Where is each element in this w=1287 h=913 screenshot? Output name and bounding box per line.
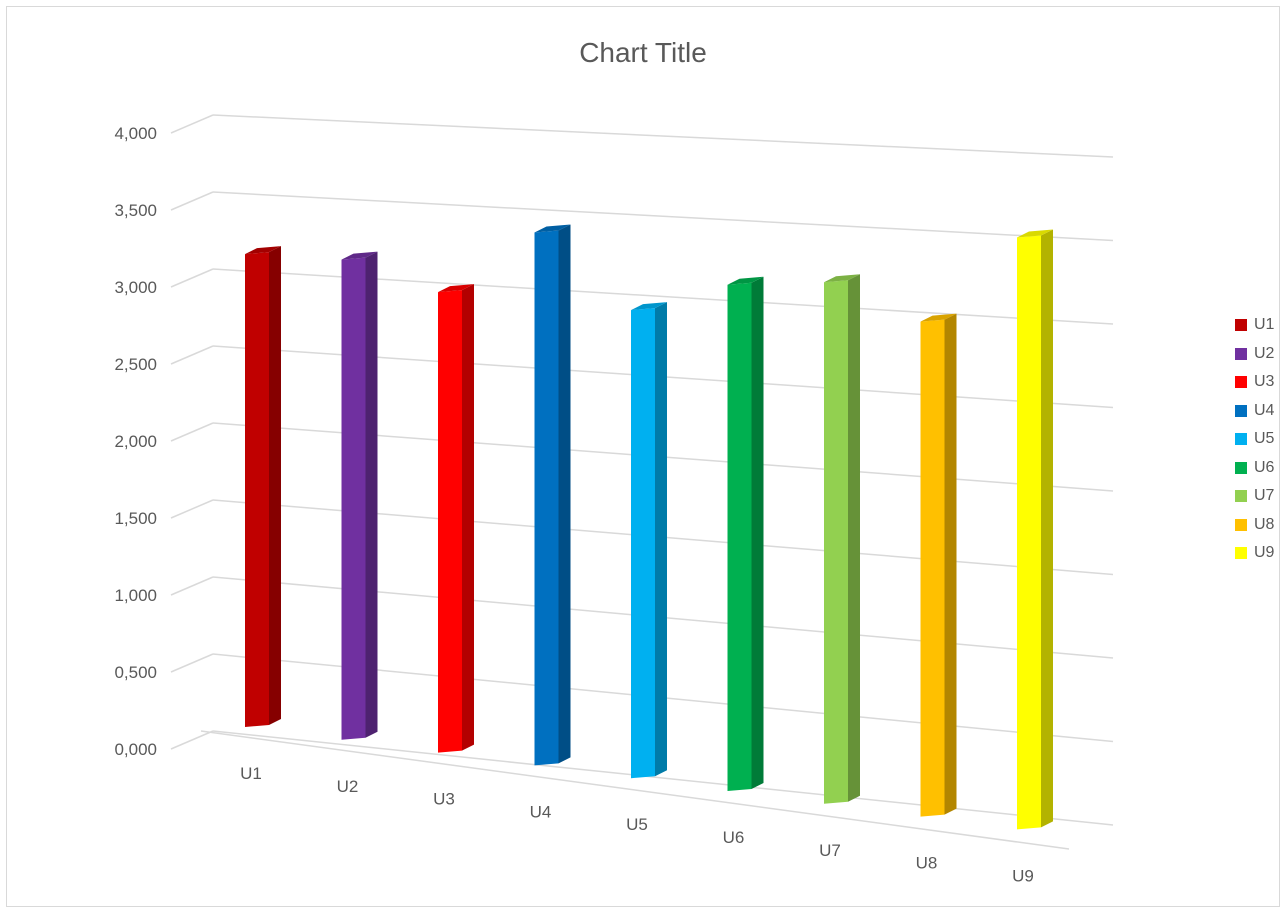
legend-label: U9 — [1254, 544, 1275, 562]
y-tick-label: 4,000 — [114, 124, 157, 143]
bar-top — [245, 246, 281, 255]
gridline-side — [170, 114, 214, 134]
legend-label: U7 — [1254, 487, 1275, 505]
legend-swatch — [1235, 461, 1247, 474]
bar — [631, 302, 667, 779]
bar-top — [534, 224, 571, 233]
legend-swatch — [1235, 347, 1247, 360]
legend-swatch — [1235, 433, 1247, 446]
legend-swatch — [1235, 547, 1247, 560]
bar-top — [438, 284, 474, 293]
y-tick-label: 1,500 — [114, 509, 157, 528]
gridline-side — [170, 576, 214, 596]
legend-item: U1 — [1235, 311, 1274, 340]
legend-swatch — [1235, 404, 1247, 417]
bar-front — [727, 282, 752, 791]
legend-label: U1 — [1254, 316, 1275, 334]
legend-label: U3 — [1254, 373, 1275, 391]
bar-side — [848, 274, 860, 802]
legend-item: U8 — [1235, 511, 1274, 540]
y-tick-label: 3,500 — [114, 201, 157, 220]
gridline-side — [170, 422, 214, 442]
legend-label: U2 — [1254, 344, 1275, 362]
x-tick-label: U4 — [530, 802, 552, 821]
y-tick-label: 0,000 — [114, 740, 157, 759]
y-tick-label: 2,500 — [114, 355, 157, 374]
gridline — [212, 730, 1114, 826]
bar-top — [1017, 229, 1053, 238]
x-tick-label: U3 — [433, 790, 455, 809]
legend-item: U9 — [1235, 539, 1274, 568]
legend-item: U2 — [1235, 340, 1274, 369]
bar-front — [534, 230, 559, 766]
bar-front — [341, 257, 366, 740]
bar-top — [631, 302, 667, 311]
legend-label: U8 — [1254, 515, 1275, 533]
x-tick-label: U7 — [819, 841, 841, 860]
y-tick-label: 2,000 — [114, 432, 157, 451]
legend-label: U6 — [1254, 458, 1275, 476]
gridline-side — [170, 653, 214, 673]
x-tick-label: U9 — [1012, 866, 1034, 885]
bar-front — [245, 252, 269, 727]
gridline-side — [170, 191, 214, 211]
bar-front — [920, 319, 945, 817]
bar-top — [341, 251, 378, 260]
bar-front — [631, 308, 655, 779]
legend-swatch — [1235, 376, 1247, 389]
chart-title: Chart Title — [579, 37, 707, 68]
legend-label: U4 — [1254, 401, 1275, 419]
legend-swatch — [1235, 518, 1247, 531]
bar-side — [365, 251, 378, 738]
bar-front — [438, 290, 462, 753]
bar — [438, 284, 474, 753]
bar-side — [558, 224, 571, 764]
legend-item: U7 — [1235, 482, 1274, 511]
chart-area: Chart Title 0,000 0,500 1,000 1,500 2,000 2,5… — [6, 6, 1280, 907]
bar-side — [462, 284, 474, 751]
y-tick-label: 3,000 — [114, 278, 157, 297]
legend-swatch — [1235, 490, 1247, 503]
x-tick-label: U1 — [240, 764, 262, 783]
gridline-side — [170, 499, 214, 519]
x-tick-label: U6 — [723, 828, 745, 847]
y-tick-label: 1,000 — [114, 586, 157, 605]
bar — [534, 224, 571, 766]
legend-swatch — [1235, 319, 1247, 332]
bar-side — [655, 302, 667, 777]
bar — [245, 246, 281, 727]
gridline-side — [170, 268, 214, 288]
bar — [824, 274, 860, 804]
bar — [1017, 229, 1053, 830]
bar-side — [1041, 229, 1053, 828]
gridline-side — [170, 345, 214, 365]
legend-label: U5 — [1254, 430, 1275, 448]
legend: U1 U2 U3 U4 U5 U6 U7 U8 U9 — [1235, 311, 1274, 568]
bar-side — [944, 313, 957, 815]
bar-top — [727, 276, 764, 285]
floor-edge — [200, 730, 1070, 850]
bar-front — [824, 280, 848, 804]
legend-item: U4 — [1235, 397, 1274, 426]
legend-item: U5 — [1235, 425, 1274, 454]
x-tick-label: U2 — [337, 777, 359, 796]
bar-front — [1017, 235, 1041, 830]
x-tick-label: U8 — [916, 854, 938, 873]
bar — [341, 251, 378, 740]
x-tick-label: U5 — [626, 815, 648, 834]
gridline-side — [170, 730, 214, 750]
bar — [727, 276, 764, 791]
bar-side — [751, 276, 764, 789]
bar-top — [824, 274, 860, 283]
chart-plot: 0,000 0,500 1,000 1,500 2,000 2,500 3,000 3,500… — [114, 114, 1114, 885]
gridline — [212, 114, 1114, 158]
gridline — [212, 191, 1114, 242]
bar — [920, 313, 957, 817]
y-tick-label: 0,500 — [114, 663, 157, 682]
legend-item: U6 — [1235, 454, 1274, 483]
legend-item: U3 — [1235, 368, 1274, 397]
bar-top — [920, 313, 957, 322]
bar-side — [269, 246, 281, 725]
